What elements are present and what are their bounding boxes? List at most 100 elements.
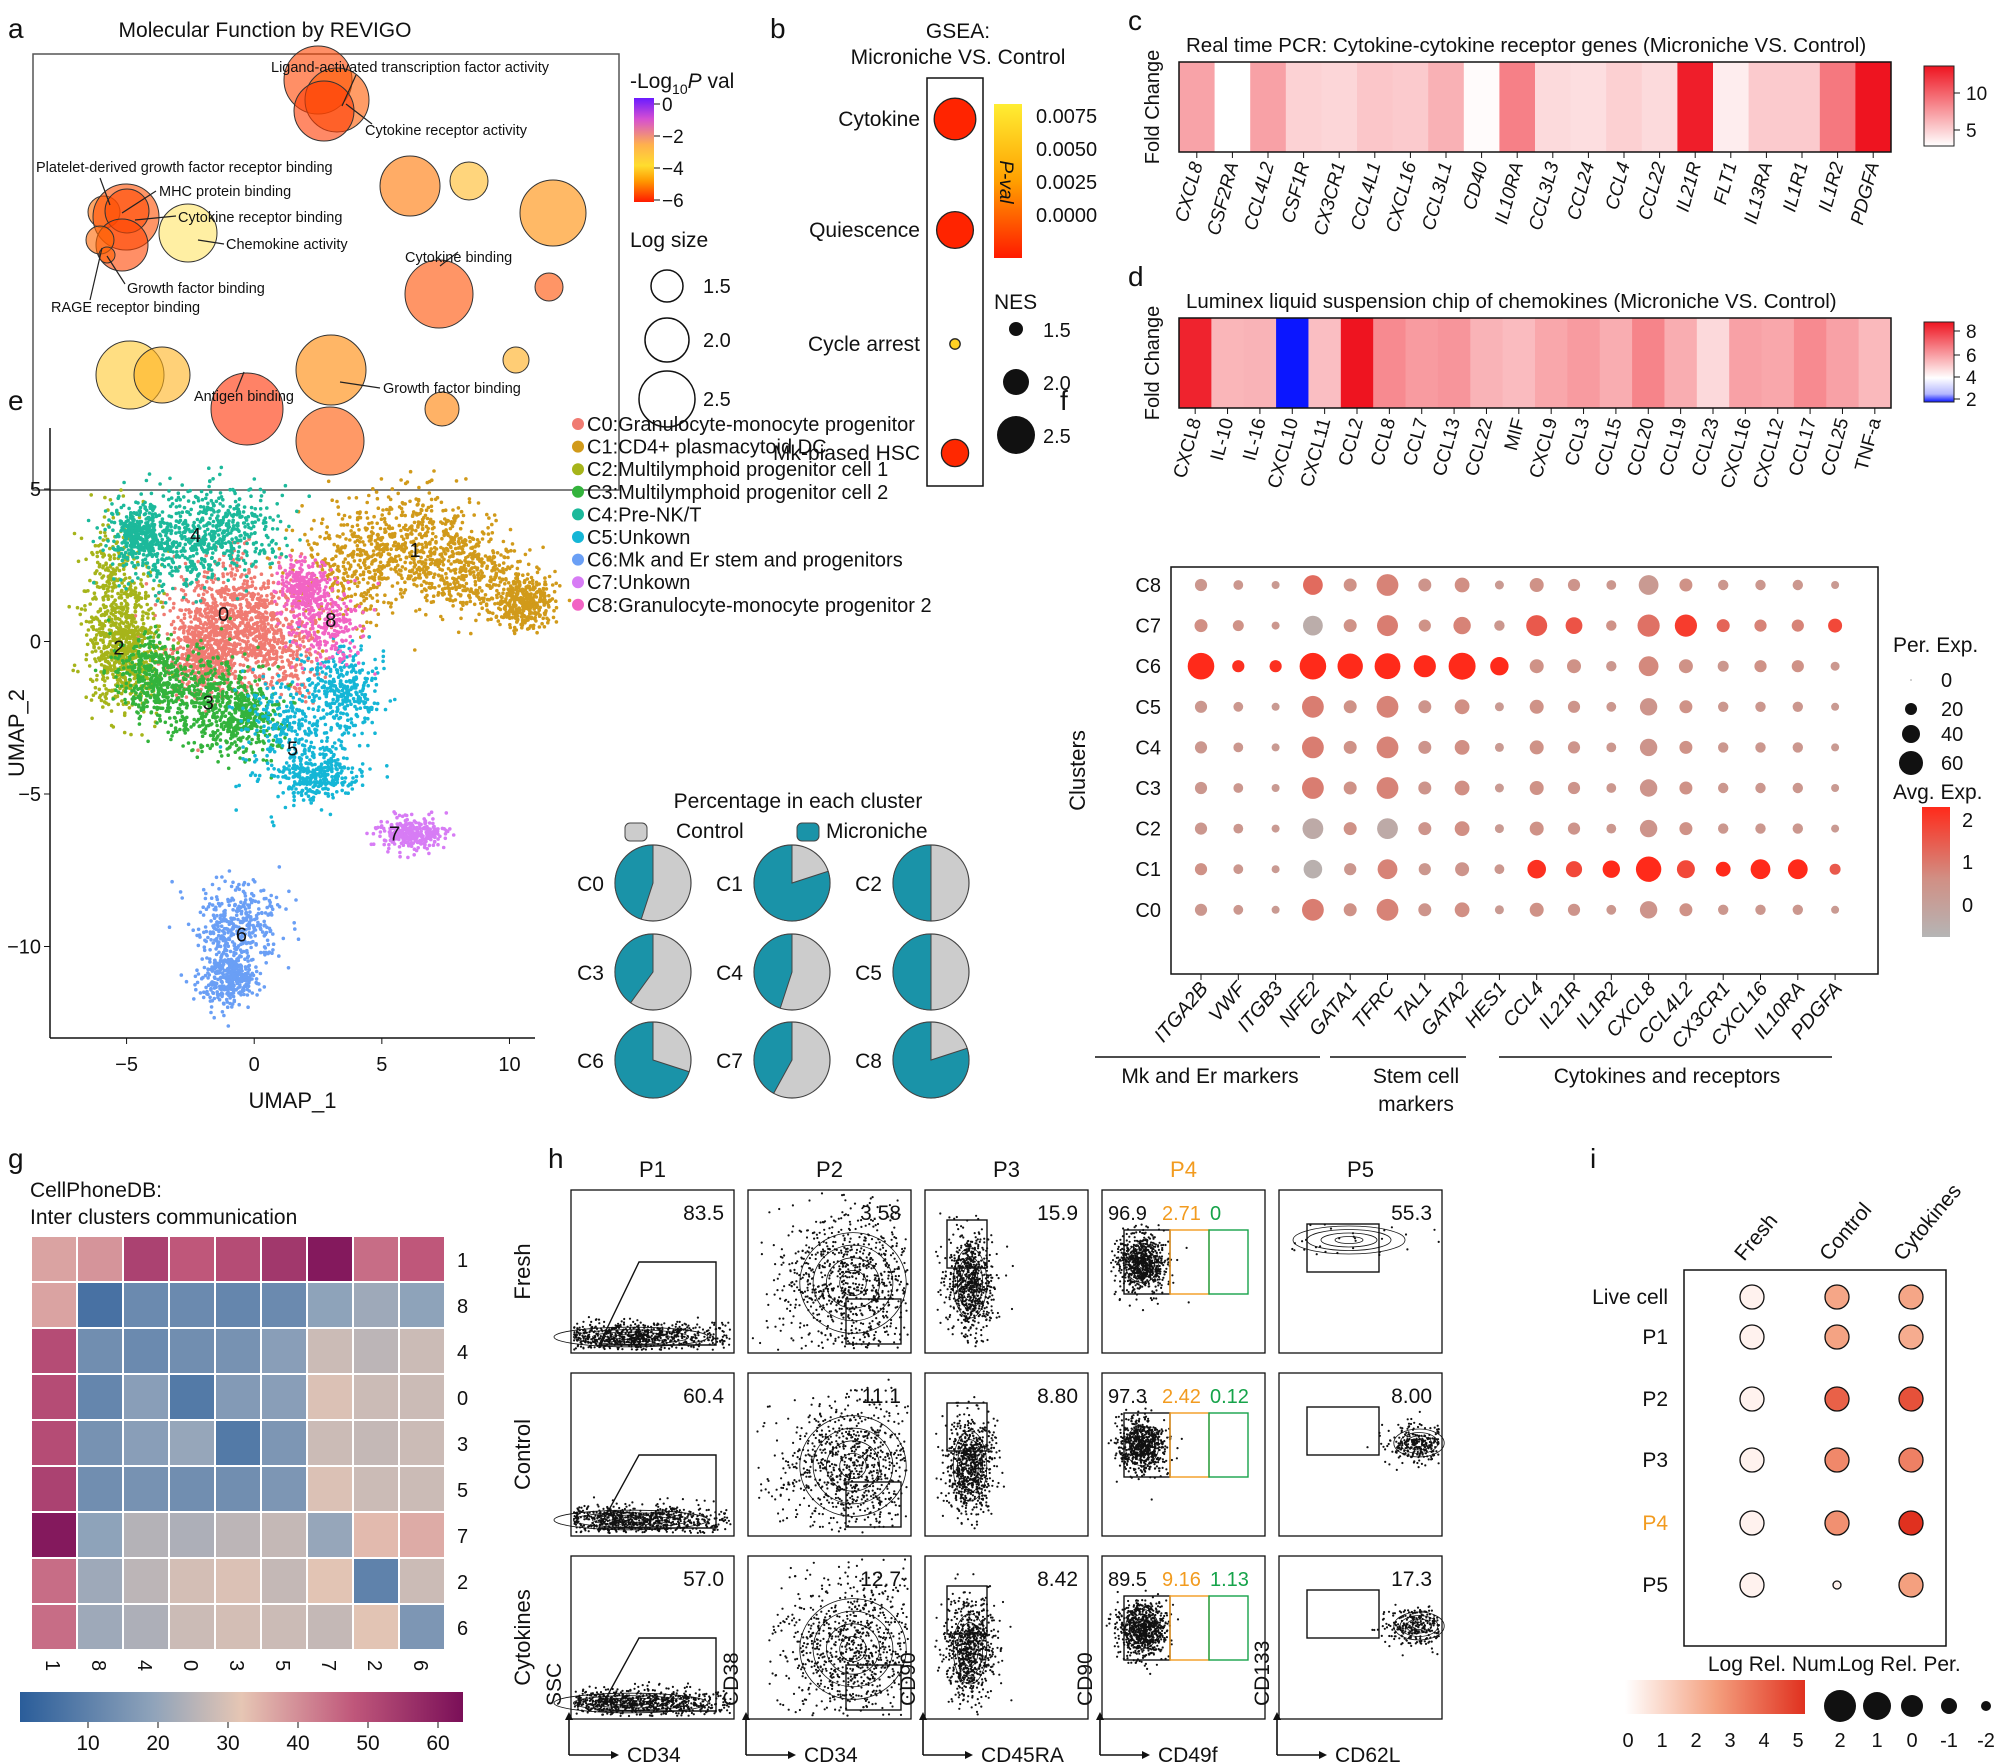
gsea-category-label: Mk-biased HSC [773, 442, 920, 465]
umap-point [341, 576, 346, 580]
umap-point [288, 643, 293, 648]
legend-title-part: -Log [630, 70, 672, 93]
umap-point [205, 635, 209, 639]
umap-point [229, 574, 234, 578]
color-legend-title: -Log10P val [630, 70, 734, 97]
umap-point [107, 585, 111, 589]
nes-legend-label: 2.0 [1043, 373, 1071, 395]
umap-point [181, 646, 186, 651]
umap-point [476, 544, 481, 548]
umap-point [133, 590, 138, 594]
umap-point [542, 595, 547, 599]
revigo-leader-line [89, 247, 103, 301]
umap-point [443, 522, 448, 526]
panel-letter-c: c [1128, 5, 1142, 36]
umap-point [251, 750, 256, 754]
umap-point [359, 593, 363, 598]
umap-point [267, 652, 271, 657]
nes-legend-dot [1009, 322, 1023, 336]
umap-point [174, 693, 179, 697]
umap-point [304, 700, 308, 704]
umap-point [197, 670, 201, 675]
umap-point [521, 573, 525, 577]
heatmap-cell [1535, 318, 1568, 408]
heatmap-category-label: CCL20 [1624, 416, 1660, 479]
heatmap-cell [1664, 318, 1698, 408]
umap-point [246, 653, 251, 657]
umap-point [367, 565, 371, 570]
umap-point [108, 557, 112, 562]
umap-point [157, 624, 162, 629]
umap-point [233, 740, 237, 744]
heatmap-category-label: IL10RA [1491, 160, 1528, 227]
umap-point [265, 556, 270, 560]
revigo-bubble [424, 391, 460, 427]
heatmap-frame [1178, 317, 1892, 409]
umap-point [275, 654, 279, 659]
umap-point [184, 706, 189, 710]
umap-point [417, 485, 421, 490]
umap-point [223, 591, 227, 595]
umap-point [457, 541, 462, 546]
umap-point [269, 592, 274, 596]
umap-point [203, 731, 207, 735]
umap-point [79, 607, 84, 611]
umap-point [485, 597, 490, 602]
umap-point [502, 587, 506, 592]
umap-point [101, 586, 106, 591]
umap-point [132, 617, 136, 621]
revigo-bubble [98, 246, 116, 264]
umap-point [145, 700, 150, 704]
umap-point [192, 662, 196, 667]
umap-point [398, 557, 403, 562]
umap-point [250, 617, 254, 622]
umap-point [538, 599, 542, 604]
umap-point [463, 558, 467, 563]
umap-point [127, 576, 132, 580]
umap-point [498, 622, 502, 627]
umap-point [175, 650, 180, 655]
umap-point [346, 561, 351, 565]
umap-point [293, 634, 298, 638]
umap-point [94, 633, 99, 637]
umap-point [425, 593, 429, 598]
umap-point [363, 563, 367, 568]
umap-point [246, 585, 251, 589]
revigo-bubble [293, 80, 355, 142]
umap-point [357, 580, 361, 585]
umap-point [233, 573, 238, 577]
umap-point [238, 756, 242, 760]
umap-point [120, 607, 125, 611]
umap-point [372, 585, 377, 589]
umap-point [422, 571, 427, 575]
umap-point [241, 593, 246, 598]
umap-point [212, 629, 216, 634]
umap-point [397, 568, 402, 572]
umap-point [422, 579, 426, 584]
umap-point [390, 535, 395, 539]
umap-point [378, 526, 383, 531]
umap-point [372, 578, 377, 582]
umap-point [93, 691, 98, 695]
umap-point [471, 545, 475, 550]
umap-point [519, 600, 523, 604]
umap-point [226, 766, 231, 771]
umap-point [261, 637, 266, 642]
umap-point [195, 755, 200, 759]
umap-point [460, 547, 465, 552]
umap-point [117, 627, 122, 631]
umap-point [208, 733, 213, 738]
umap-point [515, 566, 520, 571]
umap-point [151, 643, 156, 647]
umap-point [485, 583, 489, 587]
umap-point [85, 642, 90, 647]
umap-point [229, 620, 234, 624]
umap-point [474, 618, 478, 623]
umap-point [504, 597, 508, 601]
umap-point [387, 558, 392, 562]
umap-point [180, 653, 184, 658]
revigo-term-label: Antigen binding [194, 389, 294, 405]
umap-point [230, 567, 235, 571]
umap-point [251, 609, 255, 613]
legend-tick-label: −4 [662, 159, 684, 180]
